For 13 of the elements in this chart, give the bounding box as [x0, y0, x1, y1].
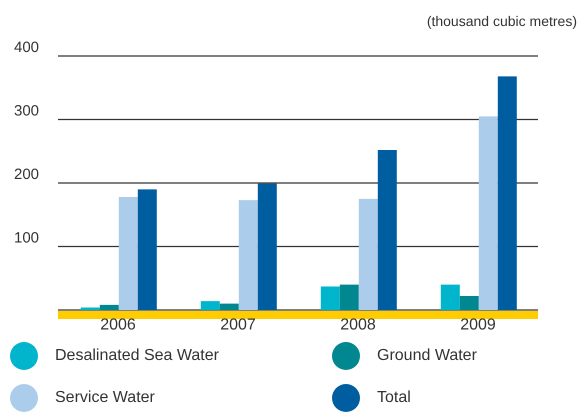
legend-label: Desalinated Sea Water [55, 347, 219, 365]
x-tick-label: 2008 [340, 316, 376, 334]
legend-label: Ground Water [377, 347, 477, 365]
x-tick-label: 2009 [460, 316, 496, 334]
legend-label: Total [377, 389, 411, 407]
x-tick-label: 2007 [220, 316, 256, 334]
y-tick-label: 300 [14, 102, 40, 120]
x-tick-label: 2006 [100, 316, 136, 334]
y-tick-label: 100 [14, 230, 40, 246]
y-tick-label: 400 [14, 39, 40, 56]
y-axis-title: (thousand cubic metres) [426, 12, 578, 31]
legend-label: Service Water [55, 389, 155, 407]
y-tick-label: 200 [14, 166, 40, 183]
